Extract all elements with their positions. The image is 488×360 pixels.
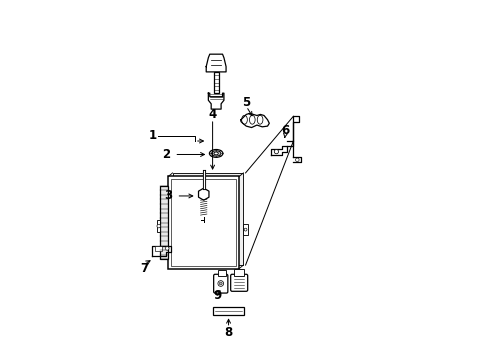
Polygon shape bbox=[270, 146, 286, 155]
Bar bbox=[168, 176, 239, 269]
Polygon shape bbox=[198, 188, 208, 200]
Polygon shape bbox=[286, 116, 299, 146]
Text: 4: 4 bbox=[208, 108, 216, 121]
Ellipse shape bbox=[214, 152, 218, 155]
Polygon shape bbox=[208, 93, 224, 109]
Text: 6: 6 bbox=[281, 124, 289, 137]
Ellipse shape bbox=[209, 149, 223, 157]
Circle shape bbox=[165, 247, 169, 250]
Polygon shape bbox=[152, 246, 170, 256]
Bar bbox=[213, 72, 218, 93]
Ellipse shape bbox=[211, 151, 220, 156]
Bar bbox=[243, 224, 247, 235]
Circle shape bbox=[295, 158, 299, 162]
Text: 2: 2 bbox=[162, 148, 170, 161]
Circle shape bbox=[157, 224, 160, 228]
Bar bbox=[171, 179, 236, 266]
Bar bbox=[157, 220, 160, 233]
Polygon shape bbox=[206, 54, 225, 72]
Bar bbox=[233, 269, 244, 276]
Text: 5: 5 bbox=[242, 95, 250, 108]
Circle shape bbox=[218, 281, 223, 286]
Bar bbox=[155, 246, 162, 251]
Bar bbox=[172, 173, 243, 265]
Text: 7: 7 bbox=[140, 262, 148, 275]
Circle shape bbox=[219, 282, 222, 285]
Bar bbox=[160, 186, 168, 260]
Text: 3: 3 bbox=[164, 189, 172, 202]
FancyBboxPatch shape bbox=[230, 274, 247, 291]
Text: 8: 8 bbox=[224, 326, 232, 339]
Polygon shape bbox=[293, 157, 301, 162]
FancyBboxPatch shape bbox=[213, 274, 227, 293]
Circle shape bbox=[244, 228, 246, 231]
Polygon shape bbox=[241, 113, 269, 127]
Circle shape bbox=[274, 149, 278, 154]
Bar bbox=[212, 307, 244, 315]
Text: 1: 1 bbox=[148, 129, 156, 142]
Text: 9: 9 bbox=[213, 289, 222, 302]
Bar bbox=[218, 270, 225, 276]
